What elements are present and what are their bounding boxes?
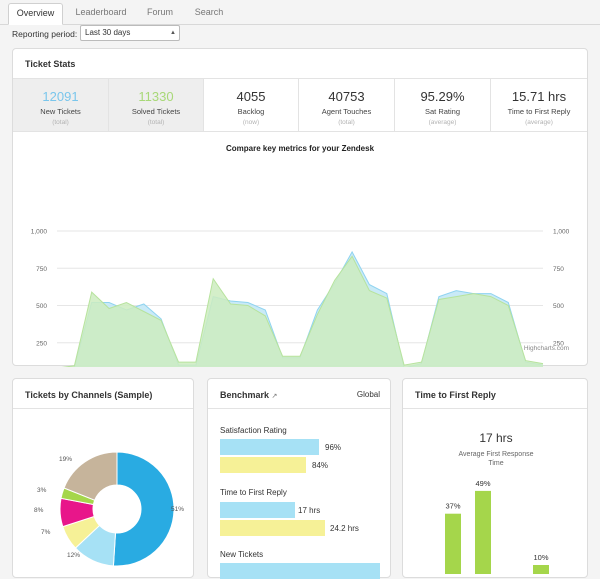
reporting-period-label: Reporting period: [12, 29, 78, 39]
top-nav: Overview Leaderboard Forum Search [0, 0, 600, 25]
y-tick-label-right: 750 [553, 266, 564, 273]
benchmark-scope[interactable]: Global [356, 390, 380, 399]
benchmark-panel: Benchmark ↗ Global Satisfaction Rating 9… [207, 378, 391, 579]
reply-bar-label: 49% [475, 479, 490, 488]
benchmark-bar-satisfaction-you [220, 439, 319, 455]
y-tick-label-right: 250 [553, 340, 564, 347]
first-reply-value: 17 hrs [479, 431, 513, 445]
stat-value: 40753 [328, 89, 365, 104]
y-tick-label-left: 750 [36, 266, 47, 273]
benchmark-label-satisfaction: Satisfaction Rating [220, 426, 287, 435]
benchmark-label-new-tickets: New Tickets [220, 550, 264, 559]
channels-title: Tickets by Channels (Sample) [25, 390, 153, 400]
reporting-period-value: Last 30 days [85, 28, 131, 37]
stat-value: 12091 [42, 89, 79, 104]
first-reply-title: Time to First Reply [415, 390, 496, 400]
chart-title: Compare key metrics for your Zendesk [225, 144, 375, 153]
reply-bar-label: 10% [533, 553, 548, 562]
pie-slice[interactable] [112, 451, 175, 567]
stat-label: Backlog [237, 107, 265, 116]
reporting-period-select[interactable]: Last 30 days ▲ [80, 25, 180, 41]
benchmark-value-first-reply-avg: 24.2 hrs [330, 524, 359, 533]
stat-value: 11330 [138, 89, 174, 104]
benchmark-bar-satisfaction-avg [220, 457, 306, 473]
series-line-1 [61, 255, 544, 367]
stat-label: Agent Touches [321, 107, 372, 116]
benchmark-title: Benchmark ↗ [220, 390, 278, 400]
reply-bar[interactable] [533, 565, 549, 574]
stat-agent-touches[interactable]: 40753 Agent Touches (total) [299, 79, 395, 132]
benchmark-value-satisfaction-you: 96% [325, 443, 342, 452]
y-tick-label-left: 500 [36, 303, 47, 310]
pie-slice-label: 51% [171, 506, 184, 513]
reply-bar-label: 37% [445, 502, 460, 511]
benchmark-value-satisfaction-avg: 84% [312, 461, 329, 470]
tab-leaderboard[interactable]: Leaderboard [75, 7, 127, 17]
stat-value: 4055 [236, 89, 266, 104]
pie-slice-label: 8% [34, 507, 44, 514]
tab-search[interactable]: Search [194, 7, 224, 17]
stat-value: 15.71 hrs [511, 89, 567, 104]
stat-sub: (total) [338, 119, 355, 126]
stat-value: 95.29% [420, 89, 465, 104]
channels-pie-chart: 51% 12% 7% 8% 3% 19% [34, 451, 184, 567]
benchmark-bar-new-tickets [220, 563, 380, 579]
stat-sub: (average) [428, 119, 457, 126]
stat-label: Sat Rating [424, 107, 461, 116]
pie-slice-label: 3% [37, 487, 47, 494]
reply-bar[interactable] [445, 513, 461, 574]
first-reply-panel: Time to First Reply 17 hrs Average First… [402, 378, 588, 578]
highcharts-credit[interactable]: Highcharts.com [523, 345, 569, 352]
tab-overview[interactable]: Overview [8, 3, 63, 25]
stat-sub: (total) [147, 119, 165, 126]
stat-label: Time to First Reply [507, 107, 571, 116]
channels-panel: Tickets by Channels (Sample) 51% 12% 7% 8% 3… [12, 378, 194, 578]
benchmark-value-first-reply-you: 17 hrs [298, 506, 321, 515]
stat-new-tickets[interactable]: 12091 New Tickets (total) [13, 79, 109, 132]
stat-solved-tickets[interactable]: 11330 Solved Tickets (total) [109, 79, 204, 132]
stat-sat-rating[interactable]: 95.29% Sat Rating (average) [395, 79, 491, 132]
stat-sub: (average) [525, 119, 553, 126]
first-reply-bar-chart: 37% 49% 10% [445, 479, 549, 574]
pie-slice[interactable] [63, 451, 118, 501]
pie-slice-label: 7% [41, 529, 51, 536]
first-reply-caption: Average First Response Time [458, 451, 534, 467]
ticket-stats-title: Ticket Stats [25, 59, 76, 69]
y-tick-label-left: 1,000 [31, 229, 48, 236]
tab-forum[interactable]: Forum [146, 7, 173, 17]
stat-backlog[interactable]: 4055 Backlog (now) [204, 79, 299, 132]
pie-slice-label: 19% [59, 456, 72, 463]
pie-slice-label: 12% [67, 552, 80, 559]
benchmark-bar-first-reply-avg [220, 520, 325, 536]
y-tick-label-right: 500 [553, 303, 564, 310]
benchmark-bar-first-reply-you [220, 502, 295, 518]
reply-bar[interactable] [475, 490, 491, 574]
stat-label: Solved Tickets [131, 107, 181, 116]
benchmark-label-first-reply: Time to First Reply [220, 488, 287, 497]
chevron-down-icon: ▲ [170, 30, 176, 36]
external-link-icon[interactable]: ↗ [271, 393, 278, 400]
stat-time-to-first-reply[interactable]: 15.71 hrs Time to First Reply (average) [491, 79, 587, 132]
ticket-stats-panel: Ticket Stats 12091 New Tickets (total) 1133… [12, 48, 588, 367]
stat-sub: (total) [52, 119, 69, 126]
y-tick-label-left: 250 [36, 340, 47, 347]
series-area-1 [65, 256, 543, 367]
y-tick-label-right: 1,000 [553, 229, 570, 236]
stat-sub: (now) [242, 119, 260, 126]
stat-label: New Tickets [40, 107, 81, 116]
